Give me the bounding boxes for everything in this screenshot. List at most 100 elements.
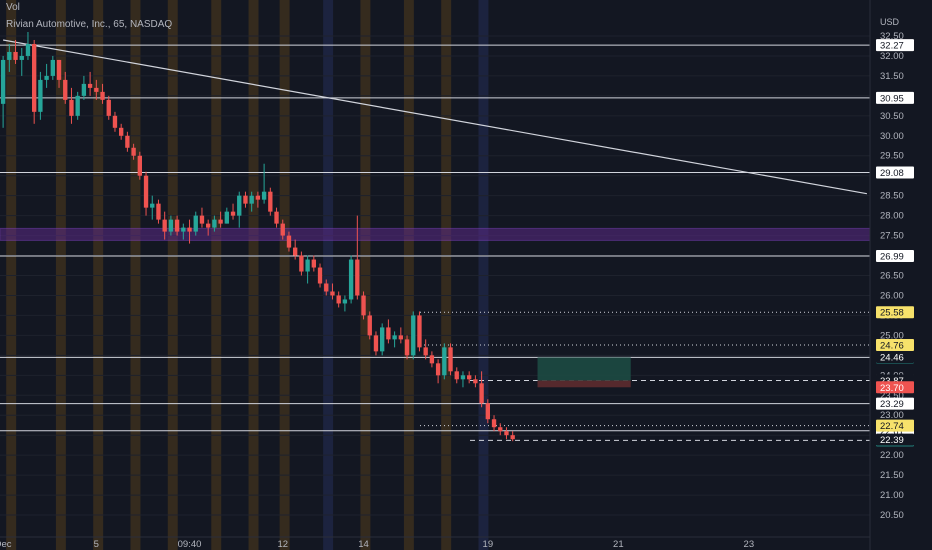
candle-body [100,91,105,100]
candle-body [355,259,360,296]
y-tick-label: 31.50 [880,71,904,82]
candle-body [460,375,466,380]
candle-body [479,383,484,404]
candle-body [299,255,304,272]
candle-body [504,431,509,436]
candle-body [448,347,453,372]
candle-body [119,127,124,136]
price-badge[interactable] [876,249,914,262]
session-band [323,0,334,550]
symbol-title[interactable]: Rivian Automotive, Inc., 65, NASDAQ [6,19,173,30]
candle-body [274,211,279,224]
candle-body [32,43,37,112]
price-badge[interactable] [876,39,914,52]
candle-body [131,147,136,156]
candle-body [125,135,130,148]
candle-body [373,335,379,352]
price-badge[interactable] [876,350,914,363]
candle-body [230,211,236,216]
candle-body [404,339,410,356]
supply-zone[interactable] [0,227,871,241]
candle-body [224,211,229,224]
candle-body [286,235,292,248]
candle-body [75,95,80,116]
candle-body [361,295,366,316]
price-badge[interactable] [876,397,914,410]
candle-body [330,291,335,296]
position-stop-zone[interactable] [537,380,631,388]
candle-body [56,59,62,80]
candle-body [181,227,186,232]
candle-body [218,219,223,224]
y-tick-label: 30.50 [880,111,904,122]
volume-indicator-label[interactable]: Vol [6,2,20,13]
price-badge-label: 25.58 [880,308,904,319]
candle-body [454,371,459,380]
candle-body [162,219,167,232]
candle-body [392,335,397,340]
candle-body [81,83,87,96]
candle-body [342,299,348,304]
candle-body [467,375,472,380]
candle-body [150,203,155,208]
candle-body [305,259,310,272]
candle-body [498,427,503,432]
price-axis[interactable] [870,0,932,550]
candle-body [106,99,111,116]
price-badge-label: 32.27 [880,41,904,52]
y-tick-label: 28.00 [880,211,904,222]
candle-body [19,55,24,60]
position-target-zone[interactable] [537,357,631,381]
price-badge[interactable] [876,166,914,179]
session-band [55,0,66,550]
price-badge[interactable] [876,381,914,394]
price-badge[interactable] [876,91,914,104]
session-band [130,0,141,550]
y-tick-label: 27.50 [880,231,904,242]
session-band [478,0,489,550]
candle-body [442,347,447,376]
y-tick-label: 30.00 [880,131,904,142]
candle-body [417,315,422,348]
y-tick-label: 25.00 [880,330,904,341]
y-tick-label: 22.00 [880,450,904,461]
y-tick-label: 20.50 [880,510,904,521]
candle-body [50,59,55,76]
candle-body [25,43,31,56]
candle-body [336,295,341,304]
x-tick-label: 23 [744,539,755,550]
price-badge[interactable] [876,419,914,432]
session-band [360,0,371,550]
session-band [403,0,414,550]
price-badge-label: 24.46 [880,352,904,363]
candle-body [367,315,372,336]
candle-body [193,215,198,232]
price-badge-label: 23.70 [880,383,904,394]
candle-body [137,155,142,176]
session-band [167,0,178,550]
y-tick-label: 26.00 [880,290,904,301]
session-band [279,0,290,550]
x-tick-label: 19 [483,539,494,550]
candle-body [411,315,416,356]
candle-body [261,191,267,200]
candle-body [187,227,192,232]
candle-body [206,223,211,228]
candle-body [317,267,323,284]
price-badge-label: 22.61 [880,426,904,437]
candle-body [324,283,329,292]
price-badge-label: 30.95 [880,93,904,104]
trendline[interactable] [3,39,867,195]
price-badge[interactable] [876,433,914,446]
price-badge[interactable] [876,306,914,319]
price-badge-label: 29.08 [880,168,904,179]
price-badge[interactable] [876,338,914,351]
currency-label: USD [880,17,900,27]
candle-body [112,115,118,128]
session-band [211,0,222,550]
price-badge-label: 23.29 [880,399,904,410]
candle-body [485,403,490,420]
candle-body [280,223,285,236]
